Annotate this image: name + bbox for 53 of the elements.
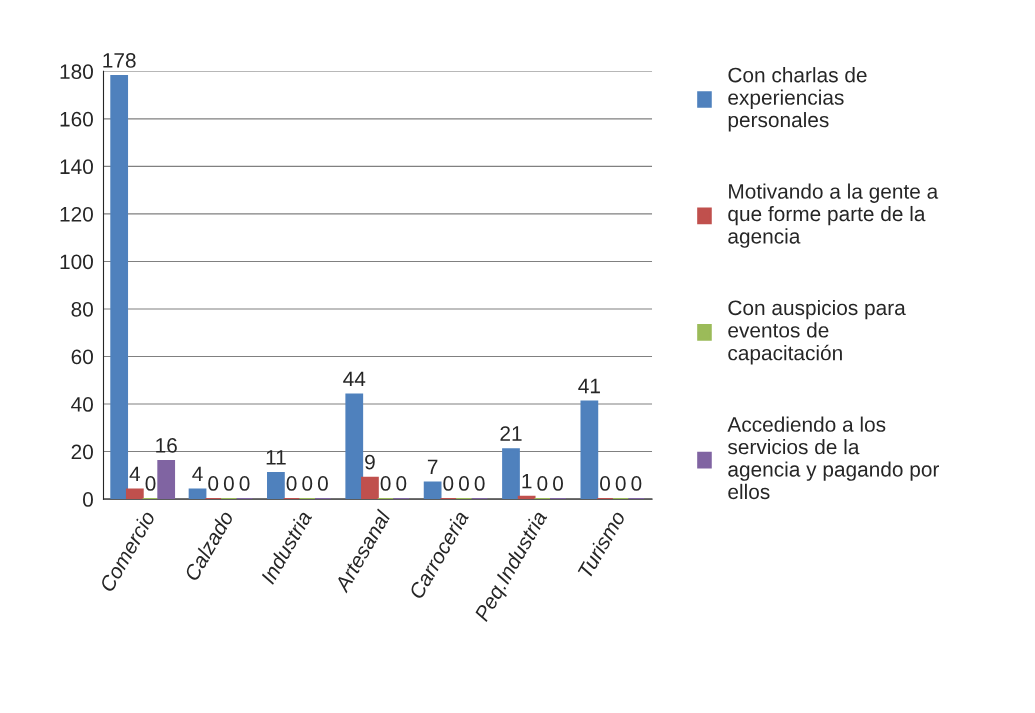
data-label: 16 (156, 438, 177, 453)
data-label: 0 (380, 476, 391, 491)
data-label: 0 (474, 476, 485, 491)
data-label: 0 (553, 476, 563, 491)
y-tick-label: 80 (71, 301, 93, 317)
data-label: 9 (365, 454, 375, 470)
data-label: 0 (615, 476, 626, 491)
data-label: 0 (208, 476, 219, 491)
bar (188, 488, 207, 500)
data-label: 0 (537, 476, 548, 491)
data-label: 7 (427, 459, 438, 474)
y-tick-label: 60 (71, 349, 93, 365)
data-label: 1 (522, 473, 532, 489)
data-label: 0 (459, 476, 469, 491)
data-label: 44 (343, 371, 366, 387)
bar (361, 476, 379, 500)
bar (157, 460, 176, 500)
bar (125, 488, 144, 500)
data-label: 41 (578, 378, 600, 394)
bar (502, 448, 520, 500)
data-label: 4 (192, 466, 203, 482)
y-tick-label: 100 (60, 254, 93, 270)
data-label: 0 (286, 476, 297, 491)
data-label: 4 (129, 466, 141, 482)
y-tick-label: 0 (83, 492, 93, 507)
data-label: 0 (600, 476, 611, 491)
y-tick-label: 140 (60, 159, 93, 175)
bar (110, 75, 129, 500)
y-tick-label: 40 (71, 397, 93, 412)
y-tick-label: 160 (60, 111, 93, 127)
data-label: 0 (317, 476, 328, 491)
bar (267, 471, 285, 500)
data-label: 0 (145, 476, 156, 491)
data-label: 0 (631, 476, 642, 491)
legend-label: Con auspicios para eventos de capacitación (728, 299, 906, 365)
legend-label: Motivando a la gente a que forme parte de la agencia (728, 183, 939, 248)
data-label: 0 (302, 476, 313, 491)
y-tick-label: 120 (60, 206, 93, 222)
bar (580, 400, 599, 500)
bar (517, 495, 536, 500)
y-tick-label: 180 (60, 64, 93, 80)
data-label: 21 (500, 426, 522, 441)
data-label: 11 (266, 450, 286, 465)
legend-label: Con charlas de experiencias personales (728, 67, 867, 132)
data-label: 178 (103, 53, 136, 68)
data-label: 0 (396, 476, 407, 491)
data-label: 0 (239, 476, 250, 491)
data-label: 0 (223, 476, 234, 491)
data-label: 0 (443, 476, 454, 491)
legend-label: Accediendo a los servicios de la agencia y pagando por ellos (727, 416, 940, 500)
y-tick-label: 20 (71, 444, 93, 460)
bar (423, 481, 442, 500)
bar (345, 393, 364, 500)
